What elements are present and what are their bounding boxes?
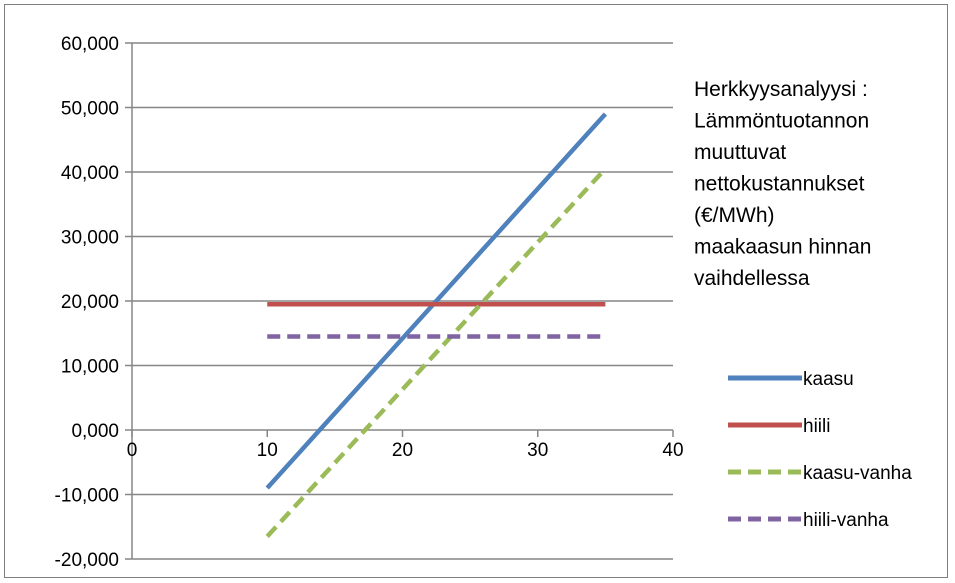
tick-labels: -20,000 -10,000 0,000 10,000 20,000 30,000 40,… — [55, 34, 684, 571]
x-tick-label: 10 — [257, 440, 278, 461]
legend-label-hiili-vanha: hiili-vanha — [803, 510, 889, 531]
chart-title-line: maakaasun hinnan — [694, 236, 871, 259]
chart-title-line: vaihdellessa — [694, 267, 810, 290]
y-tick-label: 30,000 — [61, 228, 119, 249]
x-tick-label: 20 — [392, 440, 413, 461]
x-tick-label: 40 — [662, 440, 683, 461]
series-line-kaasu-vanha — [265, 167, 608, 538]
series-line-kaasu — [265, 112, 608, 490]
x-tick-label: 30 — [527, 440, 548, 461]
x-tick-label: 0 — [127, 440, 138, 461]
chart-title-line: (€/MWh) — [694, 204, 775, 227]
y-tick-label: 10,000 — [61, 357, 119, 378]
chart-title: Herkkyysanalyysi : Lämmöntuotannon muuttuv… — [694, 78, 871, 290]
y-tick-label: -20,000 — [55, 550, 119, 571]
chart-title-line: Lämmöntuotannon — [694, 110, 869, 133]
legend: kaasu hiili kaasu-vanha hiili-vanha — [728, 369, 912, 531]
y-tick-label: -10,000 — [55, 486, 119, 507]
chart-title-line: nettokustannukset — [694, 173, 865, 196]
legend-label-kaasu-vanha: kaasu-vanha — [803, 463, 912, 484]
y-tick-label: 40,000 — [61, 163, 119, 184]
series-lines — [265, 112, 608, 538]
y-tick-label: 60,000 — [61, 34, 119, 55]
y-tick-label: 0,000 — [71, 421, 119, 442]
chart-title-line: Herkkyysanalyysi : — [694, 78, 868, 101]
legend-label-hiili: hiili — [803, 416, 830, 437]
chart-area — [4, 4, 948, 578]
y-tick-label: 50,000 — [61, 99, 119, 120]
axes — [125, 42, 674, 560]
y-tick-label: 20,000 — [61, 292, 119, 313]
grid-lines — [132, 42, 673, 560]
chart-title-line: muuttuvat — [694, 141, 786, 164]
legend-label-kaasu: kaasu — [803, 369, 854, 390]
